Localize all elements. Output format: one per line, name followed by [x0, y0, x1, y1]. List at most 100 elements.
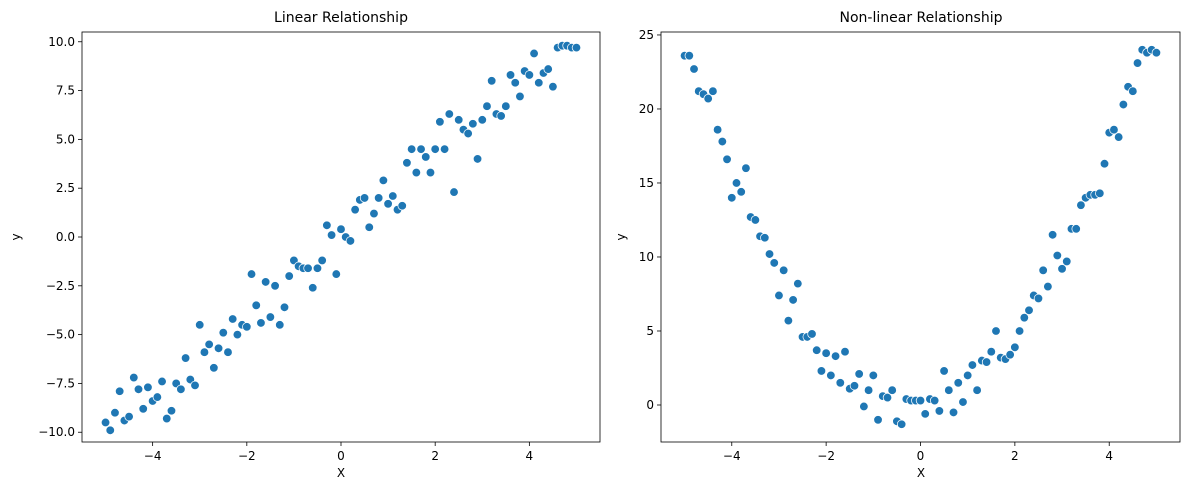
x-tick-label: −4 — [723, 449, 741, 463]
data-point — [548, 81, 558, 92]
data-point — [958, 397, 968, 407]
axis-ticks: −4 −2 0 2 4 −10.0 −7.5 −5.0 −2.5 0.0 2.5 5.0 7.5 10.0 — [38, 35, 533, 463]
data-point — [388, 191, 398, 201]
y-tick-label: 0 — [646, 398, 654, 412]
y-tick-label: 5.0 — [56, 132, 75, 146]
data-point — [251, 300, 261, 311]
data-point — [788, 295, 798, 305]
data-point — [915, 395, 926, 406]
data-point — [750, 215, 761, 225]
data-point — [218, 327, 228, 338]
data-point — [133, 384, 144, 394]
data-point — [963, 370, 973, 381]
data-point — [967, 360, 978, 370]
data-point — [444, 109, 454, 119]
data-point — [223, 347, 233, 357]
data-point — [1038, 265, 1048, 275]
data-point — [449, 187, 459, 197]
data-point — [524, 70, 535, 80]
data-point — [110, 408, 120, 418]
chart-title: Non-linear Relationship — [840, 10, 1003, 26]
y-axis-label: y — [614, 233, 628, 240]
data-point — [1052, 250, 1063, 261]
data-point — [369, 208, 379, 219]
x-tick-label: −2 — [238, 449, 256, 463]
data-point — [228, 314, 238, 324]
y-tick-label: 15 — [639, 176, 654, 190]
data-point — [873, 415, 883, 425]
data-point — [1099, 159, 1110, 169]
x-tick-label: 0 — [917, 449, 925, 463]
data-point — [213, 343, 224, 353]
data-point — [378, 175, 389, 186]
data-point — [534, 78, 544, 88]
data-point — [129, 372, 139, 383]
data-point — [1005, 349, 1015, 360]
data-point — [868, 370, 878, 381]
data-point — [204, 339, 214, 350]
data-point — [482, 101, 492, 111]
data-point — [180, 353, 191, 363]
data-point — [684, 51, 694, 61]
data-point — [157, 376, 167, 387]
data-point — [764, 249, 775, 259]
data-point — [402, 158, 412, 168]
data-point — [256, 318, 266, 328]
data-point — [190, 380, 200, 391]
data-point — [199, 347, 210, 357]
data-point — [505, 70, 516, 80]
data-point — [260, 277, 271, 287]
data-point — [708, 86, 718, 96]
plot-frame — [81, 31, 601, 443]
y-tick-label: 25 — [639, 28, 654, 42]
data-point — [1071, 224, 1081, 234]
data-point — [1014, 326, 1025, 336]
data-point — [816, 366, 827, 376]
data-point — [986, 347, 996, 357]
x-axis-label: X — [917, 466, 925, 480]
data-point — [242, 322, 252, 332]
y-tick-label: 20 — [639, 102, 654, 116]
y-tick-label: 0.0 — [56, 230, 75, 244]
data-point — [571, 42, 582, 53]
data-point — [138, 404, 148, 414]
data-point — [1151, 48, 1162, 58]
data-point — [939, 366, 949, 376]
x-tick-label: −2 — [817, 449, 835, 463]
data-point — [487, 76, 497, 86]
data-point — [143, 382, 153, 393]
data-point — [821, 348, 831, 358]
x-tick-label: 4 — [526, 449, 534, 463]
data-point — [1010, 342, 1020, 352]
data-point — [981, 357, 992, 367]
data-point — [232, 329, 243, 340]
data-point — [896, 419, 907, 429]
data-point — [783, 315, 794, 326]
scatter-points — [100, 40, 582, 435]
data-point — [468, 119, 478, 129]
data-point — [731, 178, 742, 188]
data-point — [336, 224, 346, 234]
data-point — [124, 411, 134, 422]
x-axis-label: X — [337, 466, 345, 480]
data-point — [1019, 312, 1029, 323]
data-point — [948, 407, 959, 418]
data-point — [209, 363, 219, 373]
data-point — [411, 167, 422, 178]
y-tick-label: 2.5 — [56, 181, 75, 195]
data-point — [1024, 305, 1034, 315]
data-point — [322, 220, 332, 230]
data-point — [416, 144, 426, 154]
scatter-points — [679, 45, 1162, 429]
data-point — [826, 370, 836, 381]
data-point — [397, 201, 407, 211]
y-tick-label: 7.5 — [56, 84, 75, 98]
data-point — [863, 385, 874, 395]
data-point — [350, 204, 360, 215]
data-point — [778, 265, 789, 275]
data-point — [760, 233, 770, 243]
data-point — [920, 409, 930, 419]
y-tick-label: −7.5 — [46, 376, 75, 390]
data-point — [712, 125, 723, 135]
data-point — [364, 222, 374, 232]
